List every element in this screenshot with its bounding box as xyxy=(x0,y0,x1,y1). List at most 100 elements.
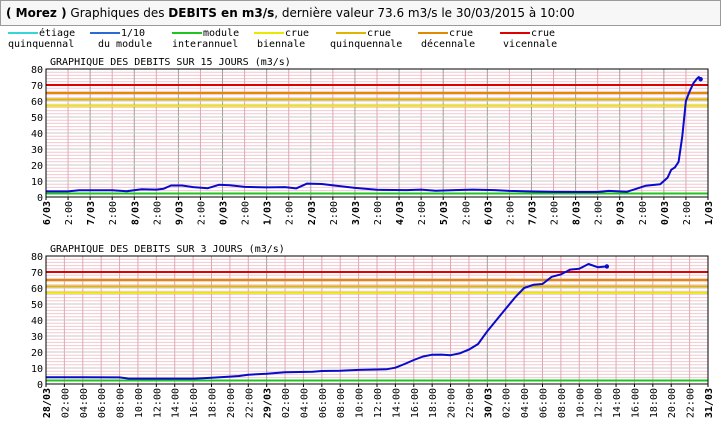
x-tick-label: 22:00 xyxy=(244,388,255,418)
y-tick-label: 10 xyxy=(31,177,43,188)
y-tick-label: 0 xyxy=(37,380,43,391)
x-tick-label: 02:00 xyxy=(502,388,513,418)
y-tick-label: 40 xyxy=(31,316,43,327)
legend-label-line2: décennale xyxy=(421,39,476,50)
legend-label-line1: crue xyxy=(531,28,556,39)
legend-label-line1: 1/10 xyxy=(121,28,146,39)
y-tick-label: 0 xyxy=(37,193,43,204)
x-tick-label: 12:00 xyxy=(373,388,384,418)
x-tick-label: 23/03 xyxy=(351,201,362,225)
x-tick-label: 04:00 xyxy=(299,388,310,418)
x-tick-label: 24/03 xyxy=(395,201,406,225)
chart-title: GRAPHIQUE DES DEBITS SUR 15 JOURS (m3/s) xyxy=(50,57,291,68)
y-tick-label: 40 xyxy=(31,129,43,140)
header-text-prefix: Graphiques des xyxy=(70,6,169,20)
legend-label-line2: quinquennal xyxy=(8,39,75,50)
x-tick-label: 12:00 xyxy=(152,388,163,418)
y-tick-label: 70 xyxy=(31,81,43,92)
x-tick-label: 22:00 xyxy=(686,388,697,418)
x-tick-label: 12:00 xyxy=(329,201,340,225)
x-tick-label: 12:00 xyxy=(682,201,693,225)
legend-swatch xyxy=(90,32,120,34)
x-tick-label: 18/03 xyxy=(130,201,141,225)
legend: étiage quinquennal 1/10 du module module… xyxy=(0,28,723,50)
x-tick-label: 26/03 xyxy=(483,201,494,225)
x-tick-label: 08:00 xyxy=(557,388,568,418)
last-value-point xyxy=(604,264,610,269)
header-text-last-value: , dernière valeur 73.6 m3/s le 30/03/201… xyxy=(274,6,575,20)
y-tick-label: 80 xyxy=(31,252,43,263)
legend-label-line1: étiage xyxy=(39,28,76,39)
header-bar: ( Morez ) Graphiques des DEBITS en m3/s,… xyxy=(0,0,721,26)
x-tick-label: 12:00 xyxy=(505,201,516,225)
x-tick-label: 12:00 xyxy=(285,201,296,225)
x-tick-label: 18:00 xyxy=(428,388,439,418)
x-tick-label: 20/03 xyxy=(219,201,230,225)
flow-series-line xyxy=(46,76,702,193)
x-tick-label: 14:00 xyxy=(171,388,182,418)
x-tick-label: 17/03 xyxy=(86,201,97,225)
x-tick-label: 29/03 xyxy=(263,388,274,418)
x-tick-label: 12:00 xyxy=(64,201,75,225)
legend-label-line2: vicennale xyxy=(503,39,558,50)
x-tick-label: 06:00 xyxy=(97,388,108,418)
x-tick-label: 31/03 xyxy=(704,388,715,418)
x-tick-label: 30/03 xyxy=(660,201,671,225)
last-value-point xyxy=(698,77,703,82)
y-tick-label: 60 xyxy=(31,284,43,295)
x-tick-label: 12:00 xyxy=(373,201,384,225)
x-tick-label: 04:00 xyxy=(520,388,531,418)
legend-swatch xyxy=(254,32,284,34)
x-tick-label: 04:00 xyxy=(79,388,90,418)
chart-15-days: GRAPHIQUE DES DEBITS SUR 15 JOURS (m3/s)… xyxy=(31,57,715,225)
x-tick-label: 29/03 xyxy=(616,201,627,225)
y-tick-label: 30 xyxy=(31,145,43,156)
x-tick-label: 27/03 xyxy=(527,201,538,225)
y-tick-label: 20 xyxy=(31,161,43,172)
x-tick-label: 02:00 xyxy=(60,388,71,418)
x-tick-label: 25/03 xyxy=(439,201,450,225)
x-tick-label: 31/03 xyxy=(704,201,715,225)
y-tick-label: 20 xyxy=(31,348,43,359)
x-tick-label: 16:00 xyxy=(189,388,200,418)
x-tick-label: 08:00 xyxy=(336,388,347,418)
y-tick-label: 80 xyxy=(31,65,43,76)
x-tick-label: 14:00 xyxy=(391,388,402,418)
y-tick-label: 60 xyxy=(31,97,43,108)
x-tick-label: 21/03 xyxy=(263,201,274,225)
chart-title: GRAPHIQUE DES DEBITS SUR 3 JOURS (m3/s) xyxy=(50,244,285,255)
legend-swatch xyxy=(336,32,366,34)
x-tick-label: 06:00 xyxy=(318,388,329,418)
legend-label-line2: quinquennale xyxy=(330,39,403,50)
x-tick-label: 18:00 xyxy=(208,388,219,418)
legend-swatch xyxy=(418,32,448,34)
x-tick-label: 20:00 xyxy=(667,388,678,418)
y-tick-label: 10 xyxy=(31,364,43,375)
y-tick-label: 30 xyxy=(31,332,43,343)
x-tick-label: 16:00 xyxy=(630,388,641,418)
y-tick-label: 50 xyxy=(31,113,43,124)
x-tick-label: 14:00 xyxy=(612,388,623,418)
x-tick-label: 12:00 xyxy=(196,201,207,225)
x-tick-label: 08:00 xyxy=(116,388,127,418)
y-tick-label: 50 xyxy=(31,300,43,311)
legend-label-line2: interannuel xyxy=(172,39,239,50)
x-tick-label: 20:00 xyxy=(447,388,458,418)
x-tick-label: 12:00 xyxy=(638,201,649,225)
x-tick-label: 30/03 xyxy=(483,388,494,418)
chart-3-days: GRAPHIQUE DES DEBITS SUR 3 JOURS (m3/s) 0… xyxy=(31,244,715,418)
legend-label-line2: biennale xyxy=(257,39,306,50)
x-tick-label: 10:00 xyxy=(355,388,366,418)
legend-swatch xyxy=(500,32,530,34)
flow-series-line xyxy=(46,263,607,380)
x-tick-label: 12:00 xyxy=(594,201,605,225)
x-tick-label: 12:00 xyxy=(417,201,428,225)
x-tick-label: 19/03 xyxy=(174,201,185,225)
x-tick-label: 22:00 xyxy=(465,388,476,418)
legend-swatch xyxy=(172,32,202,34)
x-tick-label: 12:00 xyxy=(550,201,561,225)
legend-label-line1: module xyxy=(203,28,240,39)
x-tick-label: 06:00 xyxy=(539,388,550,418)
x-tick-label: 12:00 xyxy=(461,201,472,225)
